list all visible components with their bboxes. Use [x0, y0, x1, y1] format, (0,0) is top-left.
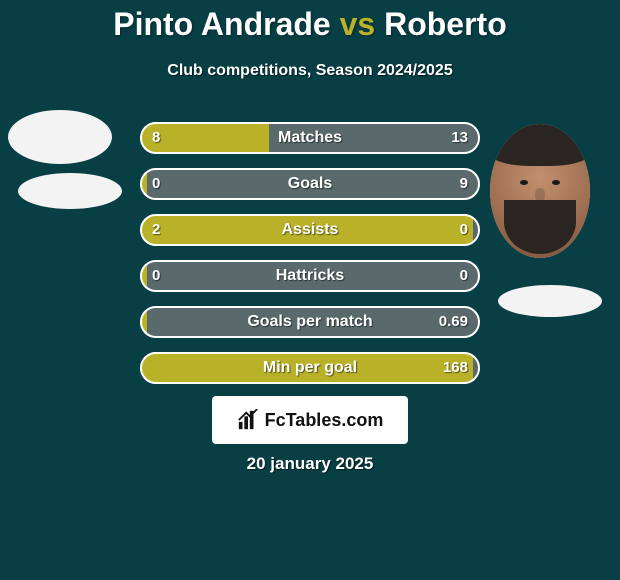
page-title: Pinto Andrade vs Roberto — [0, 6, 620, 43]
bar-value-right: 13 — [451, 122, 468, 154]
bar-label: Goals per match — [140, 306, 480, 338]
stat-row: Assists2 0 — [140, 214, 480, 246]
title-player-right: Roberto — [384, 6, 507, 42]
stat-bars: Matches813Goals09Assists20Hattricks00Goa… — [140, 122, 480, 398]
stat-row: Goals0 9 — [140, 168, 480, 200]
stat-row: Matches8 13 — [140, 122, 480, 154]
player-right-avatar — [490, 124, 590, 258]
bar-label: Assists — [140, 214, 480, 246]
stat-row: Goals per match0.69 — [140, 306, 480, 338]
bar-value-right: 0.69 — [439, 306, 468, 338]
bar-value-left: 8 — [152, 122, 160, 154]
title-player-left: Pinto Andrade — [113, 6, 330, 42]
footer-logo: FcTables.com — [212, 396, 408, 444]
bar-label: Goals — [140, 168, 480, 200]
bar-value-left: 0 — [152, 168, 160, 200]
bar-label: Hattricks — [140, 260, 480, 292]
beard-shape — [504, 200, 576, 254]
title-vs: vs — [331, 6, 384, 42]
eye-right — [552, 180, 560, 185]
eye-left — [520, 180, 528, 185]
chart-icon — [237, 409, 259, 431]
bar-value-right: 0 — [460, 260, 468, 292]
player-left-avatar — [8, 110, 112, 164]
bar-value-right: 168 — [443, 352, 468, 384]
player-right-shadow — [498, 285, 602, 317]
subtitle: Club competitions, Season 2024/2025 — [0, 62, 620, 80]
bar-label: Min per goal — [140, 352, 480, 384]
footer-logo-text: FcTables.com — [265, 410, 384, 431]
hair-shape — [490, 124, 590, 166]
comparison-infographic: Pinto Andrade vs Roberto Club competitio… — [0, 0, 620, 580]
footer-date: 20 january 2025 — [0, 454, 620, 474]
bar-value-left: 0 — [152, 260, 160, 292]
bar-label: Matches — [140, 122, 480, 154]
stat-row: Min per goal168 — [140, 352, 480, 384]
player-left-shadow — [18, 173, 122, 209]
bar-value-left: 2 — [152, 214, 160, 246]
player-right-face — [490, 124, 590, 258]
bar-value-right: 0 — [460, 214, 468, 246]
stat-row: Hattricks0 0 — [140, 260, 480, 292]
bar-value-right: 9 — [460, 168, 468, 200]
